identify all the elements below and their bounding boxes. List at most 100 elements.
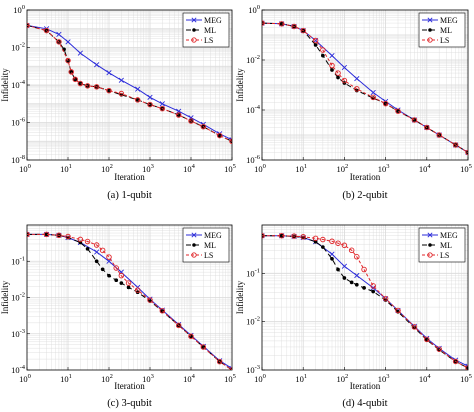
x-tick-label: 104	[419, 163, 432, 174]
legend-marker-LS	[191, 37, 197, 43]
data-point-MEG	[94, 249, 100, 255]
data-point-LS	[465, 149, 468, 156]
series-line-ML	[27, 233, 232, 370]
data-point-ML	[69, 70, 74, 74]
legend-marker-ML	[428, 28, 432, 32]
data-point-LS	[175, 112, 182, 118]
data-point-ML	[279, 21, 284, 26]
y-tick-label: 10-4	[11, 364, 26, 375]
legend-marker-LS	[427, 37, 433, 43]
y-tick-label: 10-6	[246, 154, 261, 165]
data-point-MEG	[354, 272, 360, 279]
data-point-ML	[107, 88, 111, 93]
legend-marker-MEG	[191, 232, 197, 238]
data-point-LS	[188, 118, 194, 124]
x-tick-label: 102	[101, 373, 113, 384]
data-point-MEG	[94, 62, 100, 68]
data-point-MEG	[329, 52, 335, 59]
legend-label-LS: LS	[204, 36, 213, 45]
data-point-LS	[424, 124, 430, 131]
data-point-MEG	[147, 94, 153, 100]
grid	[262, 10, 468, 160]
x-tick-label: 103	[142, 163, 154, 174]
series-line-LS	[27, 24, 232, 142]
data-point-LS	[370, 283, 376, 289]
data-point-LS	[106, 87, 112, 94]
data-point-LS	[395, 307, 401, 314]
data-point-LS	[262, 232, 265, 239]
y-tick-label: 10-1	[11, 255, 25, 266]
x-tick-label: 104	[183, 373, 196, 384]
data-point-ML	[354, 282, 359, 287]
data-point-ML	[321, 245, 325, 249]
data-point-LS	[465, 365, 468, 370]
data-point-ML	[424, 338, 429, 342]
data-point-ML	[135, 98, 140, 102]
data-point-LS	[382, 295, 389, 302]
data-point-LS	[134, 287, 141, 293]
x-tick-label: 104	[183, 163, 196, 174]
data-point-ML	[330, 68, 334, 72]
legend-marker-ML	[428, 243, 432, 247]
x-tick-label: 105	[460, 373, 472, 384]
data-point-LS	[147, 101, 153, 108]
data-point-LS	[278, 21, 285, 27]
data-point-LS	[320, 236, 326, 243]
subplot-2: 100 101 102 103 104 105 100 10-2 10-4 10-6 Iterati…	[235, 4, 472, 201]
legend-marker-MEG	[427, 232, 433, 238]
data-point-LS	[43, 231, 50, 238]
subplot-caption: (c) 3-qubit	[107, 398, 152, 409]
legend-marker-MEG	[191, 17, 197, 23]
data-point-LS	[341, 77, 348, 84]
series-ML	[27, 232, 232, 370]
data-point-MEG	[229, 365, 232, 370]
y-tick-label: 100	[248, 4, 260, 15]
data-point-ML	[176, 113, 181, 117]
subplot-3: 100 101 102 103 104 105 10-1 10-2 10-3 10-4 Iterat…	[0, 224, 236, 409]
data-point-MEG	[370, 89, 376, 96]
data-point-ML	[362, 286, 366, 290]
data-point-LS	[335, 240, 341, 246]
legend-label-MEG: MEG	[204, 16, 222, 25]
data-point-LS	[354, 254, 360, 260]
data-point-LS	[93, 84, 100, 90]
x-tick-label: 101	[295, 373, 307, 384]
data-point-LS	[436, 132, 442, 138]
series-line-LS	[262, 235, 468, 369]
data-point-LS	[125, 280, 132, 286]
data-point-LS	[341, 242, 348, 249]
x-tick-label: 100	[254, 163, 266, 174]
data-point-LS	[159, 105, 166, 112]
x-tick-label: 101	[295, 163, 307, 174]
data-point-ML	[466, 366, 468, 370]
data-point-LS	[200, 344, 207, 350]
data-point-ML	[279, 233, 284, 238]
data-point-LS	[118, 90, 125, 97]
data-point-LS	[200, 123, 207, 130]
y-tick-label: 10-1	[246, 267, 260, 278]
data-point-LS	[27, 231, 30, 238]
data-point-LS	[93, 242, 100, 248]
data-point-LS	[147, 297, 153, 303]
data-point-MEG	[135, 86, 141, 92]
y-axis-label: Infidelity	[0, 68, 10, 102]
x-tick-label: 100	[19, 163, 31, 174]
data-point-LS	[436, 346, 442, 352]
x-tick-label: 105	[460, 163, 472, 174]
data-point-LS	[106, 254, 112, 260]
y-tick-label: 10-4	[11, 79, 26, 90]
data-point-LS	[84, 238, 91, 245]
legend-marker-MEG	[427, 17, 433, 23]
data-point-LS	[291, 23, 297, 30]
data-point-LS	[452, 142, 459, 148]
x-tick-label: 103	[378, 163, 390, 174]
data-point-LS	[291, 233, 297, 239]
data-point-LS	[56, 39, 62, 45]
data-point-ML	[107, 273, 111, 278]
data-point-LS	[370, 94, 376, 101]
data-point-LS	[411, 117, 418, 123]
